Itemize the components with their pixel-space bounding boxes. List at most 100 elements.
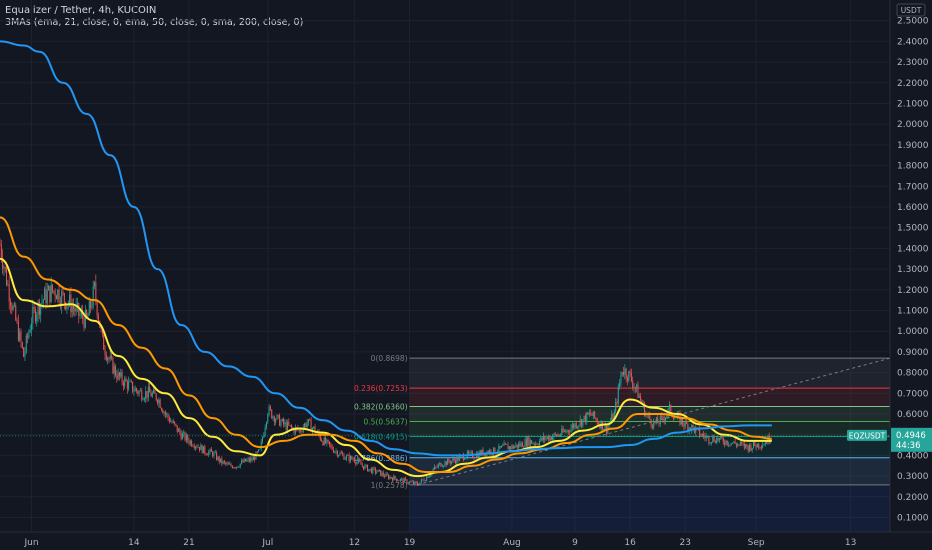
candle-body bbox=[447, 458, 449, 465]
candle-body bbox=[688, 427, 690, 431]
candle-body bbox=[128, 381, 130, 389]
candle-body bbox=[0, 244, 1, 245]
price-tick-label: 1.6000 bbox=[897, 203, 929, 213]
candle-body bbox=[288, 422, 290, 426]
candle-body bbox=[465, 457, 467, 459]
candle-body bbox=[419, 482, 421, 486]
candle-body bbox=[562, 428, 564, 432]
candle-body bbox=[533, 443, 535, 445]
currency-badge[interactable]: USDT bbox=[896, 3, 926, 17]
candle-body bbox=[637, 384, 639, 398]
candle-body bbox=[204, 446, 206, 454]
candle-body bbox=[420, 479, 422, 483]
candle-body bbox=[613, 411, 615, 420]
candle-body bbox=[473, 457, 475, 459]
candle-body bbox=[233, 467, 235, 469]
candle-body bbox=[205, 453, 207, 455]
candle-body bbox=[515, 444, 517, 447]
candle-body bbox=[571, 424, 573, 428]
candle-body bbox=[136, 388, 138, 392]
candle-body bbox=[306, 422, 308, 428]
candle-body bbox=[619, 383, 621, 387]
candle-body bbox=[591, 414, 593, 416]
candle-body bbox=[745, 444, 747, 448]
candle-body bbox=[552, 437, 554, 441]
candle-body bbox=[202, 446, 204, 454]
candle-body bbox=[718, 438, 720, 441]
candle-body bbox=[301, 431, 303, 432]
candle-body bbox=[42, 299, 44, 302]
fibonacci-retracement[interactable]: 0(0.8698) 0.236(0.7253) 0.382(0.6360) 0.5(0… bbox=[354, 354, 891, 532]
candle-body bbox=[541, 437, 543, 441]
candle-body bbox=[69, 294, 71, 304]
candle-body bbox=[659, 416, 661, 424]
candle-body bbox=[666, 414, 668, 418]
candle-body bbox=[395, 478, 397, 481]
price-tick-label: 1.0000 bbox=[897, 327, 929, 337]
candle-body bbox=[12, 305, 14, 310]
candle-body bbox=[653, 422, 655, 428]
candle-body bbox=[433, 466, 435, 470]
candle-body bbox=[612, 414, 614, 420]
candle-body bbox=[649, 414, 651, 420]
candle-body bbox=[96, 300, 98, 316]
candle-body bbox=[386, 473, 388, 476]
price-tick-label: 0.8000 bbox=[897, 369, 929, 379]
candle-body bbox=[507, 444, 509, 450]
candle-body bbox=[79, 314, 81, 316]
candle-body bbox=[134, 388, 136, 392]
time-axis[interactable]: Jun 14 21 Jul 12 19 Aug 9 16 23 Sep 13 bbox=[0, 531, 932, 550]
candle-body bbox=[623, 371, 625, 375]
candle-body bbox=[590, 412, 592, 415]
candle-body bbox=[226, 463, 228, 465]
candle-body bbox=[29, 330, 31, 333]
candle-body bbox=[756, 443, 758, 448]
candle-body bbox=[729, 444, 731, 446]
candle-body bbox=[231, 465, 233, 469]
candle-body bbox=[40, 303, 42, 315]
candle-body bbox=[527, 437, 529, 446]
currency-badge-label: USDT bbox=[901, 6, 922, 15]
candle-body bbox=[397, 480, 399, 482]
candle-body bbox=[628, 371, 630, 381]
candle-body bbox=[149, 386, 151, 393]
candle-body bbox=[369, 468, 371, 470]
candle-body bbox=[84, 310, 86, 328]
time-tick-label: Jul bbox=[261, 538, 273, 548]
candle-body bbox=[550, 436, 552, 441]
candle-body bbox=[164, 412, 166, 415]
candle-body bbox=[641, 400, 643, 405]
candle-body bbox=[120, 372, 122, 377]
candle-body bbox=[617, 386, 619, 404]
candle-body bbox=[583, 415, 585, 420]
candle-body bbox=[227, 463, 229, 465]
fib-zone bbox=[409, 358, 890, 389]
candle-body bbox=[529, 440, 531, 446]
candle-body bbox=[548, 436, 550, 441]
ma-line bbox=[0, 257, 772, 478]
candle-body bbox=[634, 387, 636, 389]
candle-body bbox=[115, 366, 117, 376]
candle-body bbox=[544, 435, 546, 440]
candle-body bbox=[629, 371, 631, 374]
candle-body bbox=[199, 446, 201, 451]
candle-body bbox=[754, 442, 756, 446]
candle-body bbox=[577, 426, 579, 428]
price-axis[interactable]: 0.10000.20000.30000.40000.50000.60000.70… bbox=[889, 0, 932, 532]
candle-body bbox=[742, 443, 744, 444]
candle-body bbox=[389, 476, 391, 479]
candle-body bbox=[181, 433, 183, 440]
candle-body bbox=[210, 449, 212, 452]
candle-body bbox=[684, 420, 686, 427]
candle-body bbox=[426, 476, 428, 481]
candle-body bbox=[563, 431, 565, 432]
candle-body bbox=[672, 416, 674, 419]
candle-body bbox=[468, 451, 470, 454]
candle-body bbox=[150, 392, 152, 397]
candle-body bbox=[683, 424, 685, 427]
candle-body bbox=[218, 456, 220, 462]
candle-body bbox=[686, 420, 688, 424]
candle-body bbox=[457, 457, 459, 461]
candle-body bbox=[722, 438, 724, 443]
